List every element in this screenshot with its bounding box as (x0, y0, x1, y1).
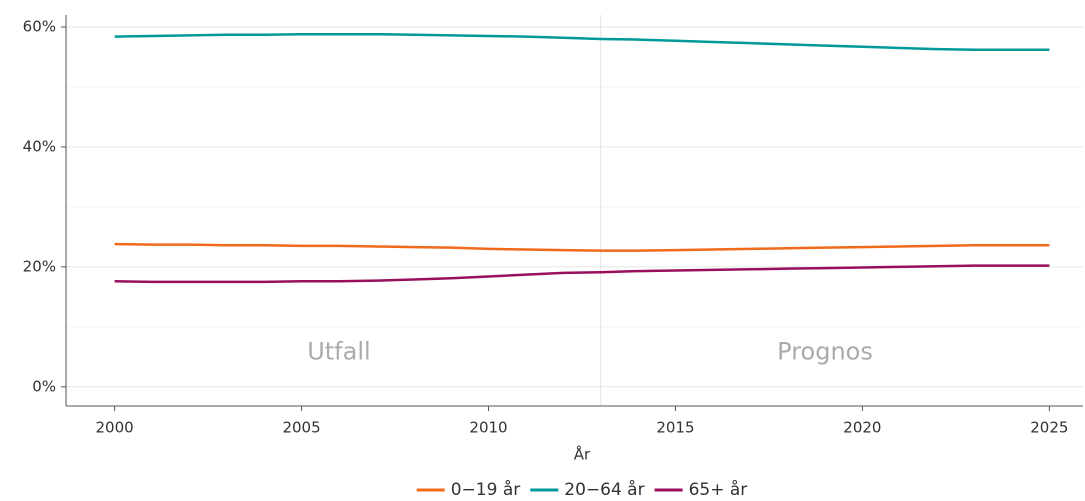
y-tick-label: 60% (23, 17, 56, 35)
y-tick-label: 40% (23, 137, 56, 155)
line-series (114, 242, 1050, 252)
legend-label: 20−64 år (564, 479, 644, 500)
x-axis-label: År (574, 445, 591, 464)
x-tick-label: 2010 (469, 419, 507, 437)
x-tick-label: 2005 (282, 419, 320, 437)
x-tick-label: 2000 (96, 419, 134, 437)
line-series (114, 264, 1050, 284)
x-tick-label: 2020 (843, 419, 881, 437)
y-tick-label: 20% (23, 257, 56, 275)
annotation: Prognos (777, 338, 873, 366)
line-series (114, 32, 1050, 52)
annotation: Utfall (307, 338, 370, 366)
x-tick-label: 2025 (1030, 419, 1068, 437)
y-tick-label: 0% (32, 377, 56, 395)
legend-label: 0−19 år (451, 479, 521, 500)
legend-label: 65+ år (689, 479, 748, 500)
x-tick-label: 2015 (656, 419, 694, 437)
